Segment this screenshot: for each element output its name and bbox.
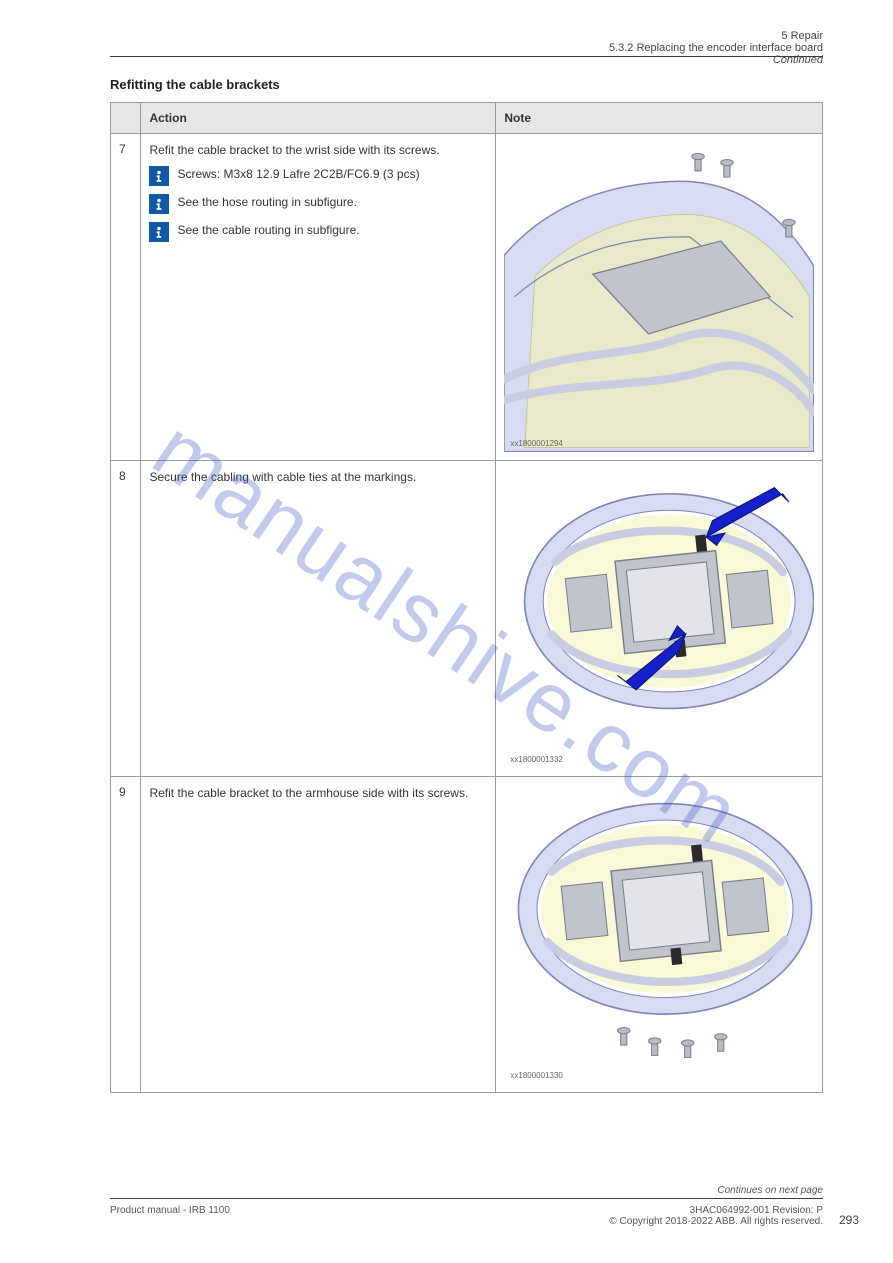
- chapter-label: 5 Repair: [609, 30, 823, 42]
- col-header-num: [111, 103, 141, 134]
- illustration-step7: [504, 142, 814, 452]
- footer-copyright: © Copyright 2018-2022 ABB. All rights re…: [609, 1216, 823, 1227]
- footer-doc-rev: 3HAC064992-001 Revision: P: [690, 1205, 823, 1216]
- step-action-intro: Refit the cable bracket to the wrist sid…: [149, 142, 487, 158]
- note-row: See the hose routing in subfigure.: [149, 194, 487, 214]
- illustration-id: xx1800001330: [510, 1071, 563, 1080]
- illustration-step8: [504, 469, 814, 768]
- table-row: 8 Secure the cabling with cable ties at …: [111, 460, 823, 776]
- refit-heading: Refitting the cable brackets: [110, 77, 823, 92]
- section-label: 5.3.2 Replacing the encoder interface bo…: [609, 42, 823, 54]
- steps-table: Action Note 7 Refit the cable bracket to…: [110, 102, 823, 1093]
- note-text: See the cable routing in subfigure.: [177, 222, 487, 238]
- illustration-step9: [504, 785, 814, 1084]
- note-row: Screws: M3x8 12.9 Lafre 2C2B/FC6.9 (3 pc…: [149, 166, 487, 186]
- step-number: 9: [111, 776, 141, 1092]
- step-illustration-cell: xx1800001332: [496, 460, 823, 776]
- step-action-intro: Secure the cabling with cable ties at th…: [149, 469, 487, 485]
- step-number: 8: [111, 460, 141, 776]
- illustration-id: xx1800001294: [510, 439, 563, 448]
- note-text: Screws: M3x8 12.9 Lafre 2C2B/FC6.9 (3 pc…: [177, 166, 487, 182]
- continued-label: Continued: [609, 54, 823, 66]
- page-footer: Continues on next page Product manual - …: [110, 1185, 823, 1227]
- illustration-id: xx1800001332: [510, 755, 563, 764]
- step-number: 7: [111, 134, 141, 461]
- continues-label: Continues on next page: [110, 1185, 823, 1196]
- step-illustration-cell: xx1800001294: [496, 134, 823, 461]
- step-action: Refit the cable bracket to the armhouse …: [141, 776, 496, 1092]
- table-row: 9 Refit the cable bracket to the armhous…: [111, 776, 823, 1092]
- info-icon: [149, 194, 169, 214]
- table-header-row: Action Note: [111, 103, 823, 134]
- note-row: See the cable routing in subfigure.: [149, 222, 487, 242]
- step-illustration-cell: xx1800001330: [496, 776, 823, 1092]
- page-number: 293: [839, 1213, 859, 1227]
- info-icon: [149, 166, 169, 186]
- step-action: Refit the cable bracket to the wrist sid…: [141, 134, 496, 461]
- col-header-note: Note: [496, 103, 823, 134]
- footer-left: Product manual - IRB 1100: [110, 1205, 230, 1216]
- step-action-intro: Refit the cable bracket to the armhouse …: [149, 785, 487, 801]
- step-action: Secure the cabling with cable ties at th…: [141, 460, 496, 776]
- table-row: 7 Refit the cable bracket to the wrist s…: [111, 134, 823, 461]
- col-header-action: Action: [141, 103, 496, 134]
- info-icon: [149, 222, 169, 242]
- note-text: See the hose routing in subfigure.: [177, 194, 487, 210]
